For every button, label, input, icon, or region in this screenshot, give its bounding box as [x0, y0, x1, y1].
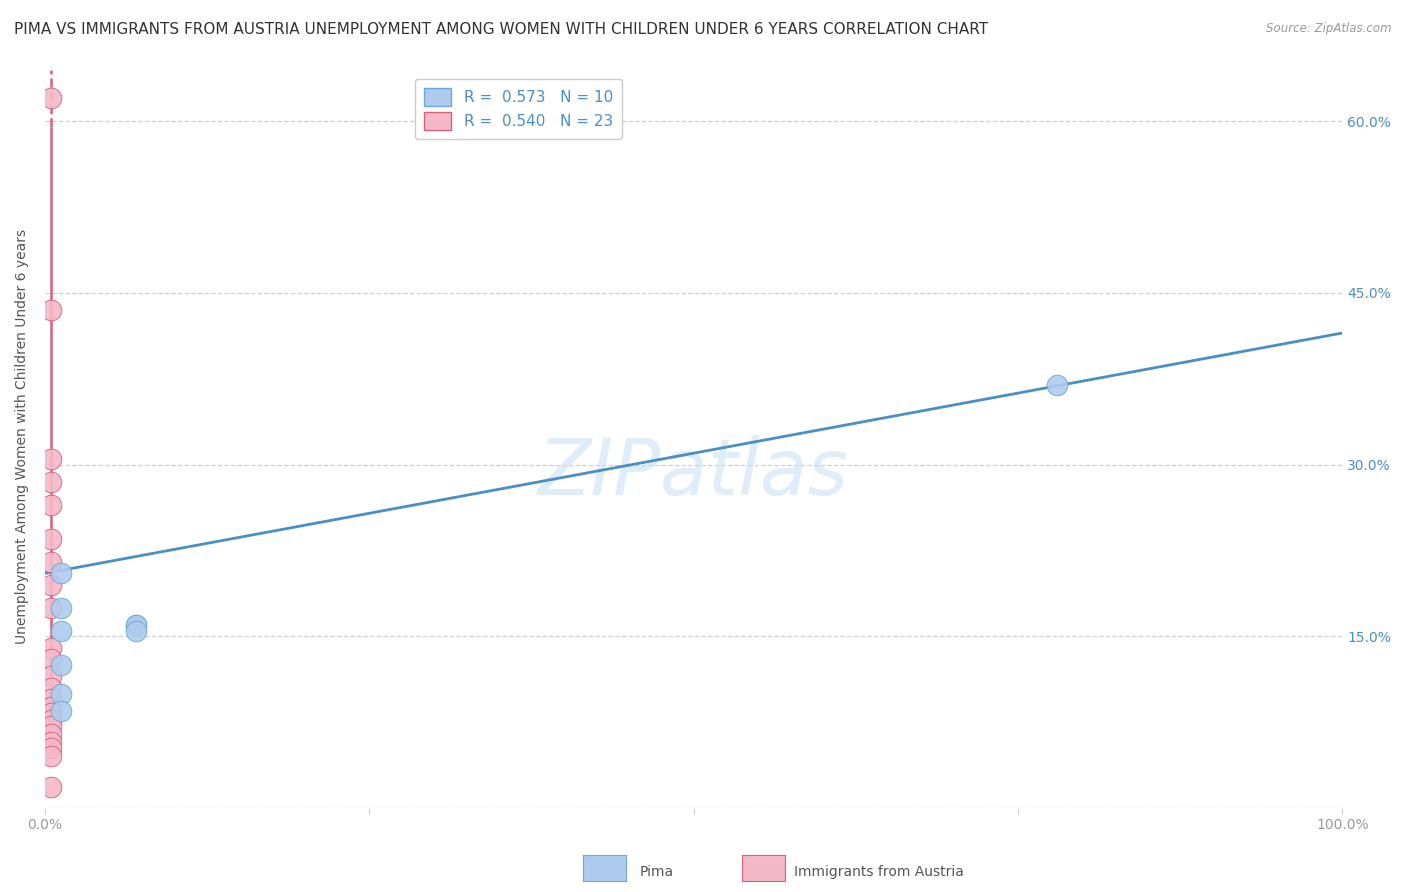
Point: [41, 681, 63, 695]
Point: [41, 734, 63, 748]
Point: [41, 91, 63, 105]
Point: [41, 451, 63, 466]
Legend: R =  0.573   N = 10, R =  0.540   N = 23: R = 0.573 N = 10, R = 0.540 N = 23: [415, 79, 621, 139]
Point: [41, 718, 63, 732]
Point: [125, 624, 148, 638]
Point: [41, 713, 63, 727]
Point: [49, 657, 72, 672]
Point: [41, 669, 63, 683]
Point: [41, 741, 63, 756]
Y-axis label: Unemployment Among Women with Children Under 6 years: Unemployment Among Women with Children U…: [15, 228, 30, 644]
Point: [41, 706, 63, 720]
Point: [1046, 377, 1069, 392]
Point: [41, 692, 63, 706]
Point: [125, 618, 148, 632]
Point: [41, 555, 63, 569]
Point: [125, 618, 148, 632]
Point: [41, 475, 63, 489]
Point: [49, 687, 72, 701]
Point: [41, 640, 63, 655]
Text: Immigrants from Austria: Immigrants from Austria: [794, 865, 965, 880]
Point: [41, 652, 63, 666]
Point: [41, 749, 63, 764]
Point: [41, 578, 63, 592]
Point: [41, 498, 63, 512]
Point: [49, 566, 72, 581]
Point: [41, 532, 63, 546]
Text: Source: ZipAtlas.com: Source: ZipAtlas.com: [1267, 22, 1392, 36]
Point: [41, 303, 63, 318]
Text: ZIPatlas: ZIPatlas: [538, 435, 849, 511]
Point: [41, 700, 63, 714]
Text: PIMA VS IMMIGRANTS FROM AUSTRIA UNEMPLOYMENT AMONG WOMEN WITH CHILDREN UNDER 6 Y: PIMA VS IMMIGRANTS FROM AUSTRIA UNEMPLOY…: [14, 22, 988, 37]
Text: Pima: Pima: [640, 865, 673, 880]
Point: [49, 704, 72, 718]
Point: [49, 600, 72, 615]
Point: [41, 726, 63, 740]
Point: [41, 780, 63, 795]
Point: [41, 600, 63, 615]
Point: [49, 624, 72, 638]
